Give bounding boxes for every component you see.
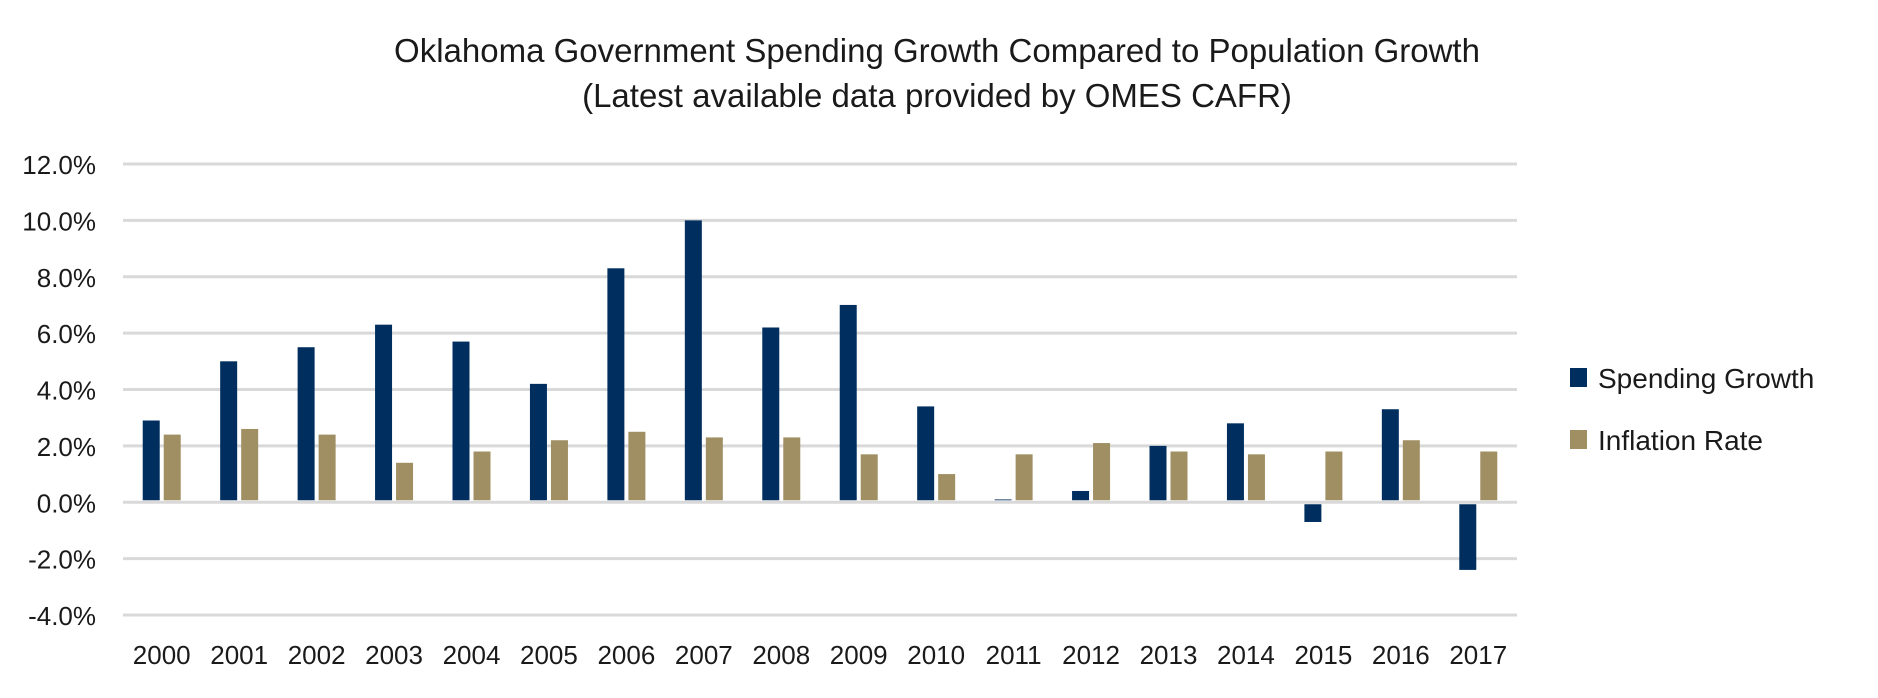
bar-inflation-rate-2016 <box>1402 440 1420 501</box>
y-tick-label: 0.0% <box>37 488 96 518</box>
x-tick-label: 2008 <box>752 640 810 670</box>
chart-title: Oklahoma Government Spending Growth Comp… <box>394 32 1480 69</box>
bar-spending-growth-2007 <box>684 220 702 501</box>
bar-inflation-rate-2000 <box>163 434 181 501</box>
x-tick-label: 2016 <box>1372 640 1430 670</box>
bar-spending-growth-2000 <box>142 420 160 501</box>
bar-spending-growth-2013 <box>1149 445 1167 501</box>
x-tick-label: 2001 <box>210 640 268 670</box>
bar-inflation-rate-2015 <box>1325 451 1343 501</box>
legend-label-spending-growth: Spending Growth <box>1598 363 1814 394</box>
bar-inflation-rate-2009 <box>860 454 878 501</box>
bar-spending-growth-2006 <box>607 268 625 501</box>
bar-inflation-rate-2007 <box>705 437 723 501</box>
bar-spending-growth-2014 <box>1226 423 1244 501</box>
y-tick-label: -4.0% <box>28 601 96 631</box>
x-tick-label: 2000 <box>133 640 191 670</box>
bar-spending-growth-2010 <box>917 406 935 501</box>
x-tick-label: 2009 <box>830 640 888 670</box>
x-tick-label: 2013 <box>1140 640 1198 670</box>
legend-swatch-spending-growth <box>1570 368 1587 387</box>
bar-inflation-rate-2004 <box>473 451 491 501</box>
x-tick-label: 2010 <box>907 640 965 670</box>
y-tick-label: 2.0% <box>37 432 96 462</box>
y-tick-label: -2.0% <box>28 545 96 575</box>
gridlines <box>123 162 1517 617</box>
bar-spending-growth-2001 <box>220 361 238 501</box>
x-tick-label: 2004 <box>443 640 501 670</box>
y-tick-label: 10.0% <box>22 206 96 236</box>
bar-spending-growth-2009 <box>839 304 857 501</box>
legend-swatch-inflation-rate <box>1570 430 1587 449</box>
x-tick-label: 2002 <box>288 640 346 670</box>
bar-inflation-rate-2011 <box>1015 454 1033 501</box>
y-tick-label: 8.0% <box>37 263 96 293</box>
legend-label-inflation-rate: Inflation Rate <box>1598 425 1763 456</box>
bar-inflation-rate-2008 <box>783 437 801 501</box>
bar-spending-growth-2012 <box>1072 490 1090 501</box>
x-tick-label: 2007 <box>675 640 733 670</box>
bar-inflation-rate-2003 <box>396 462 414 501</box>
bar-spending-growth-2008 <box>762 327 780 501</box>
bar-spending-growth-2015 <box>1304 504 1322 522</box>
bar-inflation-rate-2006 <box>628 431 646 501</box>
x-axis: 2000 2001 2002 2003 2004 2005 2006 2007 2008 2009… <box>133 640 1507 670</box>
bar-inflation-rate-2002 <box>318 434 336 501</box>
bar-inflation-rate-2017 <box>1480 451 1498 501</box>
bar-inflation-rate-2012 <box>1093 443 1111 501</box>
y-tick-label: 12.0% <box>22 150 96 180</box>
y-tick-label: 6.0% <box>37 319 96 349</box>
chart-subtitle: (Latest available data provided by OMES … <box>582 77 1292 114</box>
bar-inflation-rate-2013 <box>1170 451 1188 501</box>
x-tick-label: 2015 <box>1294 640 1352 670</box>
bars <box>142 220 1498 570</box>
x-tick-label: 2005 <box>520 640 578 670</box>
x-tick-label: 2017 <box>1449 640 1507 670</box>
bar-spending-growth-2005 <box>529 383 547 501</box>
x-tick-label: 2006 <box>597 640 655 670</box>
x-tick-label: 2003 <box>365 640 423 670</box>
legend: Spending Growth Inflation Rate <box>1570 363 1814 456</box>
x-tick-label: 2014 <box>1217 640 1275 670</box>
x-tick-label: 2012 <box>1062 640 1120 670</box>
bar-spending-growth-2002 <box>297 347 315 501</box>
bar-spending-growth-2011 <box>994 499 1012 501</box>
bar-inflation-rate-2010 <box>938 474 956 501</box>
y-tick-label: 4.0% <box>37 376 96 406</box>
bar-spending-growth-2017 <box>1459 504 1477 570</box>
x-tick-label: 2011 <box>986 640 1042 670</box>
bar-inflation-rate-2014 <box>1247 454 1265 501</box>
y-axis: 12.0% 10.0% 8.0% 6.0% 4.0% 2.0% 0.0% -2.0% -4.0% <box>22 150 96 631</box>
bar-spending-growth-2004 <box>452 341 470 501</box>
bar-spending-growth-2003 <box>375 324 393 501</box>
bar-inflation-rate-2005 <box>550 440 568 501</box>
bar-spending-growth-2016 <box>1381 409 1399 501</box>
bar-inflation-rate-2001 <box>241 428 259 501</box>
